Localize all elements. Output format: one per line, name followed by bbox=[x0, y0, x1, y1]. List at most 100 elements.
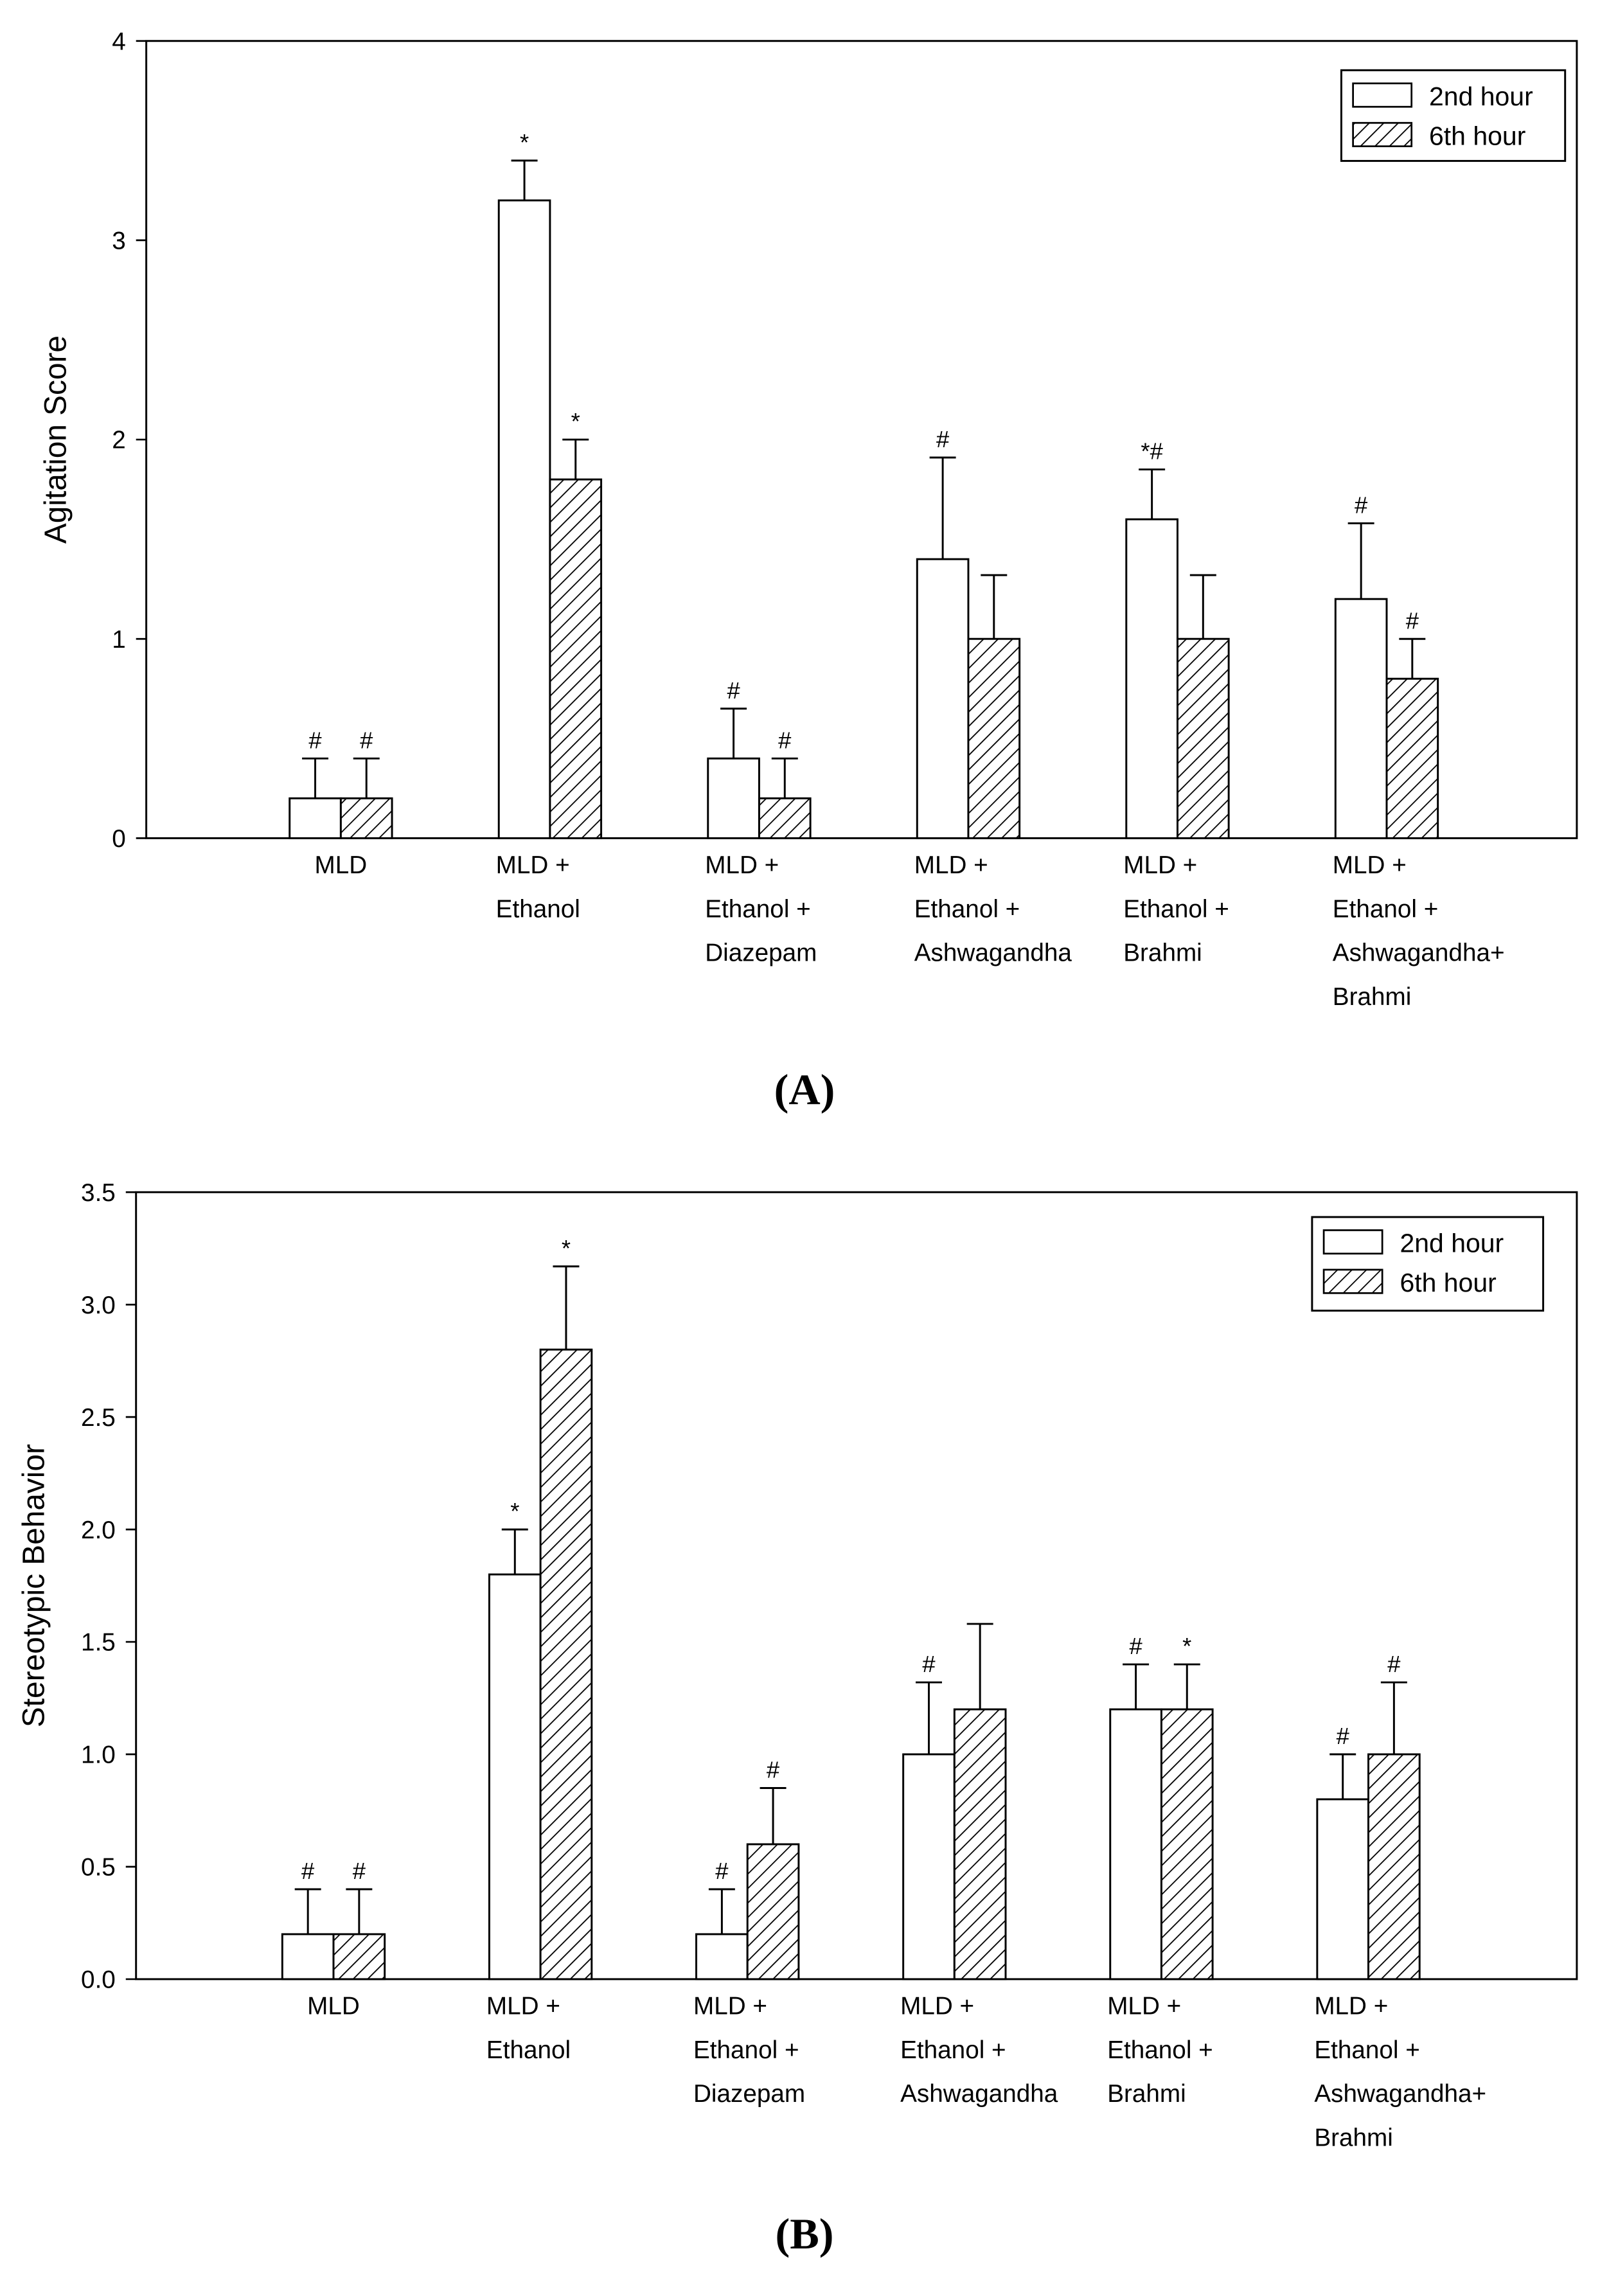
x-tick-label: Ethanol bbox=[496, 895, 580, 923]
y-axis-label: Stereotypic Behavior bbox=[17, 1444, 51, 1727]
significance-mark: # bbox=[936, 426, 950, 452]
y-tick-label: 0.0 bbox=[81, 1966, 116, 1994]
significance-mark: # bbox=[360, 727, 373, 753]
significance-mark: # bbox=[922, 1651, 936, 1677]
x-tick-label: Ethanol + bbox=[1314, 2036, 1420, 2064]
x-tick-label: MLD + bbox=[693, 1993, 767, 2020]
bar bbox=[281, 1933, 335, 1980]
bar bbox=[549, 478, 603, 839]
bar bbox=[1367, 1753, 1421, 1980]
significance-mark: * bbox=[510, 1498, 519, 1524]
x-tick-label: MLD + bbox=[1123, 851, 1197, 879]
x-tick-label: Brahmi bbox=[1333, 983, 1412, 1011]
bar bbox=[953, 1708, 1007, 1980]
y-tick-label: 3.0 bbox=[81, 1292, 116, 1319]
legend-label: 6th hour bbox=[1429, 121, 1525, 150]
y-tick-label: 1 bbox=[112, 626, 126, 654]
legend-label: 6th hour bbox=[1400, 1268, 1496, 1297]
legend-swatch bbox=[1322, 1229, 1383, 1255]
bar bbox=[695, 1933, 749, 1980]
bar bbox=[916, 558, 970, 839]
x-tick-label: Ethanol + bbox=[914, 895, 1020, 923]
bar bbox=[902, 1753, 956, 1980]
x-tick-label: MLD + bbox=[496, 851, 570, 879]
x-tick-label: Ethanol bbox=[486, 2036, 571, 2064]
bar bbox=[539, 1348, 593, 1980]
significance-mark: * bbox=[562, 1235, 571, 1261]
x-tick-label: MLD + bbox=[900, 1993, 974, 2020]
legend-swatch bbox=[1352, 82, 1413, 108]
significance-mark: # bbox=[1387, 1651, 1401, 1677]
x-tick-label: MLD + bbox=[1314, 1993, 1388, 2020]
significance-mark: # bbox=[778, 727, 792, 753]
x-tick-label: MLD + bbox=[486, 1993, 560, 2020]
significance-mark: # bbox=[1337, 1723, 1350, 1749]
panel-label: (B) bbox=[775, 2209, 833, 2258]
significance-mark: # bbox=[1129, 1633, 1142, 1659]
x-tick-label: Diazepam bbox=[693, 2080, 805, 2108]
y-tick-label: 3.5 bbox=[81, 1179, 116, 1207]
x-tick-label: Ashwagandha+ bbox=[1333, 939, 1505, 967]
significance-mark: # bbox=[715, 1858, 729, 1884]
legend-swatch bbox=[1322, 1268, 1383, 1294]
significance-mark: # bbox=[301, 1858, 315, 1884]
x-tick-label: MLD + bbox=[1333, 851, 1407, 879]
legend-label: 2nd hour bbox=[1400, 1229, 1504, 1258]
x-tick-label: Ashwagandha bbox=[914, 939, 1072, 967]
x-tick-label: Ethanol + bbox=[900, 2036, 1006, 2064]
significance-mark: # bbox=[1406, 607, 1419, 634]
x-tick-label: Ethanol + bbox=[1333, 895, 1439, 923]
bar bbox=[1316, 1798, 1370, 1980]
x-tick-label: Diazepam bbox=[705, 939, 817, 967]
y-tick-label: 1.5 bbox=[81, 1629, 116, 1657]
significance-mark: * bbox=[520, 129, 529, 156]
plot-frame bbox=[135, 1191, 1578, 1980]
x-tick-label: Ethanol + bbox=[693, 2036, 799, 2064]
bar bbox=[1160, 1708, 1214, 1980]
bar bbox=[1334, 598, 1388, 839]
significance-mark: * bbox=[571, 408, 580, 434]
y-tick-label: 0 bbox=[112, 825, 126, 853]
x-tick-label: Ethanol + bbox=[1123, 895, 1229, 923]
legend-label: 2nd hour bbox=[1429, 82, 1533, 111]
bar bbox=[1176, 637, 1230, 839]
bar bbox=[1109, 1708, 1162, 1980]
significance-mark: *# bbox=[1141, 438, 1163, 465]
x-tick-label: Brahmi bbox=[1314, 2124, 1393, 2151]
bar bbox=[746, 1843, 800, 1980]
y-tick-label: 4 bbox=[112, 28, 126, 55]
x-tick-label: MLD bbox=[307, 1993, 360, 2020]
significance-mark: # bbox=[353, 1858, 366, 1884]
significance-mark: # bbox=[1355, 492, 1368, 518]
x-tick-label: Ethanol + bbox=[1107, 2036, 1213, 2064]
x-tick-label: Ashwagandha+ bbox=[1314, 2080, 1486, 2108]
bar bbox=[758, 797, 812, 839]
x-tick-label: MLD bbox=[315, 851, 368, 879]
bar bbox=[488, 1573, 542, 1980]
bar bbox=[967, 637, 1021, 839]
x-tick-label: Ashwagandha bbox=[900, 2080, 1058, 2108]
legend-swatch bbox=[1352, 121, 1413, 148]
bar bbox=[332, 1933, 386, 1980]
bar bbox=[339, 797, 393, 839]
bar bbox=[497, 199, 551, 839]
x-tick-label: MLD + bbox=[914, 851, 988, 879]
bar bbox=[707, 757, 760, 839]
y-axis-label: Agitation Score bbox=[39, 335, 73, 544]
bar bbox=[289, 797, 342, 839]
y-tick-label: 2.5 bbox=[81, 1404, 116, 1432]
y-tick-label: 0.5 bbox=[81, 1854, 116, 1882]
y-tick-label: 3 bbox=[112, 227, 126, 255]
y-tick-label: 1.0 bbox=[81, 1741, 116, 1769]
x-tick-label: Brahmi bbox=[1107, 2080, 1186, 2108]
x-tick-label: Brahmi bbox=[1123, 939, 1202, 967]
significance-mark: # bbox=[767, 1757, 780, 1783]
significance-mark: # bbox=[308, 727, 322, 753]
bar bbox=[1385, 677, 1439, 839]
bar bbox=[1125, 518, 1178, 839]
significance-mark: * bbox=[1182, 1633, 1191, 1659]
panel-label: (A) bbox=[774, 1065, 835, 1114]
x-tick-label: MLD + bbox=[1107, 1993, 1181, 2020]
y-tick-label: 2 bbox=[112, 427, 126, 454]
